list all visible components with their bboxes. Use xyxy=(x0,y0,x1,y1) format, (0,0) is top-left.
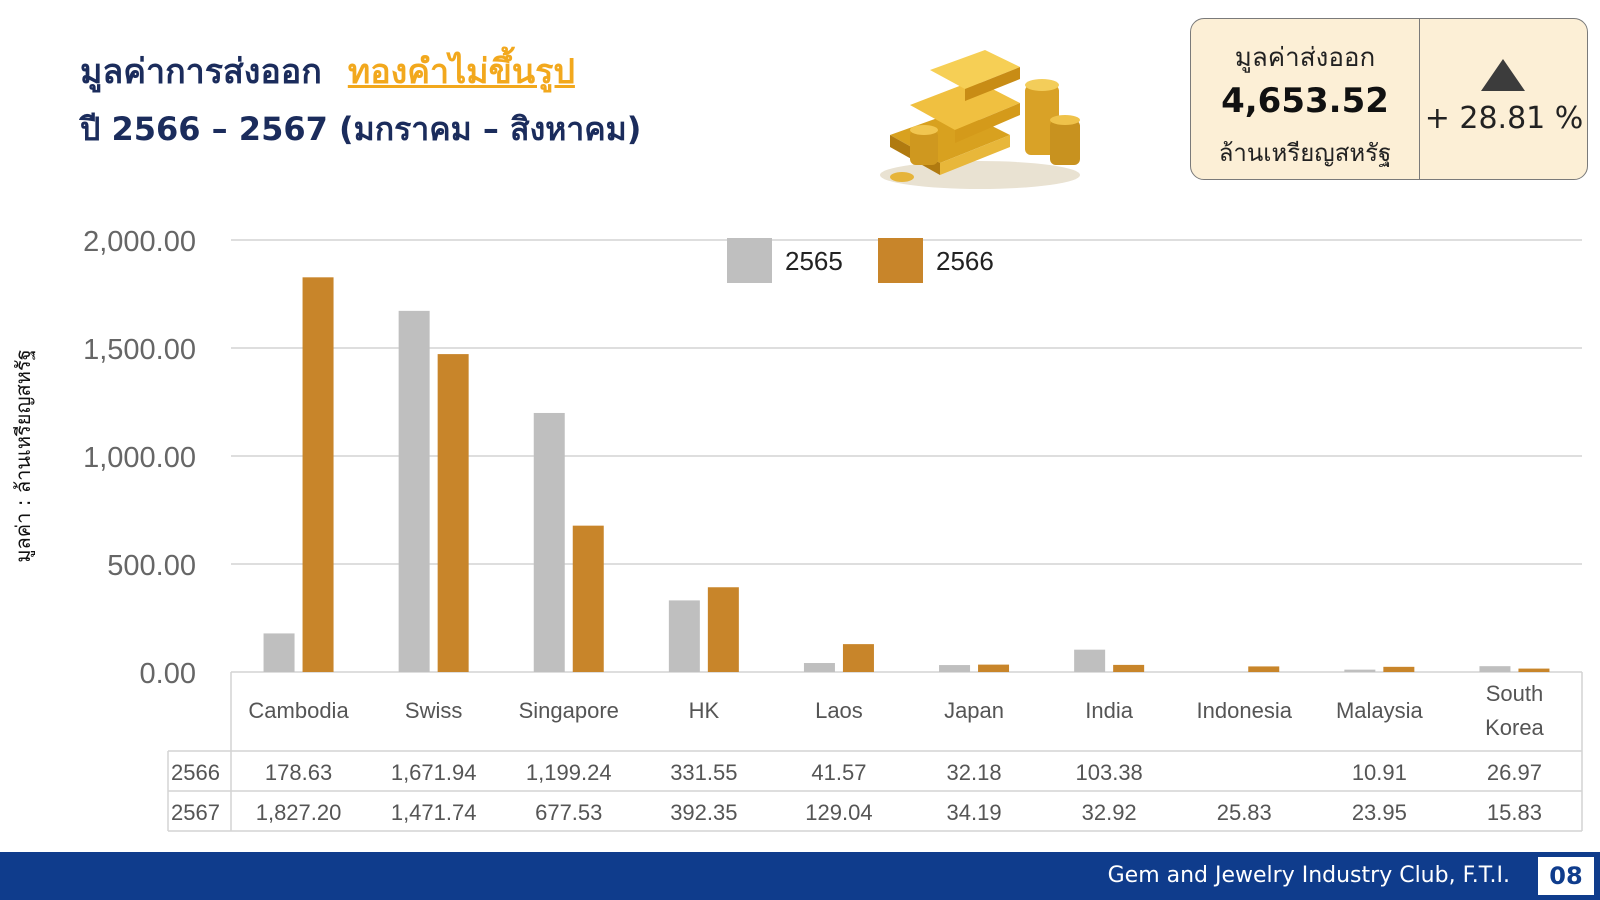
footer-bar: Gem and Jewelry Industry Club, F.T.I. 08 xyxy=(0,852,1600,900)
x-tick-label: Malaysia xyxy=(1336,698,1424,723)
bar-2566-malaysia xyxy=(1383,666,1415,672)
table-cell: 1,199.24 xyxy=(526,760,612,785)
bar-2566-hk xyxy=(707,587,739,672)
table-cell: 23.95 xyxy=(1352,800,1407,825)
bar-2566-laos xyxy=(842,644,874,672)
page-number: 08 xyxy=(1538,857,1594,895)
table-cell: 34.19 xyxy=(947,800,1002,825)
bar-2566-singapore xyxy=(572,525,604,672)
bar-2565-cambodia xyxy=(263,633,295,672)
table-cell: 103.38 xyxy=(1076,760,1143,785)
y-tick-label: 2,000.00 xyxy=(83,226,196,258)
bar-2566-india xyxy=(1113,664,1145,672)
kpi-label: มูลค่าส่งออก xyxy=(1234,43,1376,73)
table-cell: 10.91 xyxy=(1352,760,1407,785)
table-cell: 1,471.74 xyxy=(391,800,477,825)
x-tick-label: Singapore xyxy=(519,698,619,723)
x-tick-label: Indonesia xyxy=(1197,698,1293,723)
title-highlight: ทองคำไม่ขึ้นรูป xyxy=(347,52,575,92)
table-cell: 25.83 xyxy=(1217,800,1272,825)
legend-label: 2566 xyxy=(936,246,994,276)
legend-swatch-2566 xyxy=(878,238,923,283)
kpi-unit: ล้านเหรียญสหรัฐ xyxy=(1218,139,1392,167)
table-cell: 15.83 xyxy=(1487,800,1542,825)
table-cell: 331.55 xyxy=(670,760,737,785)
bar-2566-japan xyxy=(978,664,1010,672)
legend-swatch-2565 xyxy=(727,238,772,283)
bar-2566-south-korea xyxy=(1518,668,1550,672)
kpi-value: 4,653.52 xyxy=(1221,81,1389,121)
x-tick-label: Korea xyxy=(1485,715,1544,740)
bar-2565-india xyxy=(1074,649,1106,672)
x-tick-label: Swiss xyxy=(405,698,462,723)
bar-2565-swiss xyxy=(398,310,430,672)
table-cell: 1,827.20 xyxy=(256,800,342,825)
table-row-label: 2567 xyxy=(171,800,220,825)
bar-2565-laos xyxy=(803,663,835,672)
export-bar-chart: 0.00 500.00 1,000.00 1,500.00 2,000.00 มูลค่า… xyxy=(11,226,1583,832)
kpi-divider xyxy=(1419,19,1420,179)
page-title: มูลค่าการส่งออก ทองคำไม่ขึ้นรูป xyxy=(80,44,575,98)
x-tick-label: Cambodia xyxy=(248,698,349,723)
table-cell: 129.04 xyxy=(805,800,872,825)
table-cell: 32.92 xyxy=(1082,800,1137,825)
bar-2566-indonesia xyxy=(1248,666,1280,672)
y-tick-label: 500.00 xyxy=(107,550,196,582)
table-cell: 178.63 xyxy=(265,760,332,785)
bar-2565-hk xyxy=(668,600,700,672)
bar-2565-malaysia xyxy=(1344,669,1376,672)
gold-bars-image xyxy=(880,50,1080,189)
y-tick-label: 1,500.00 xyxy=(83,334,196,366)
bar-2566-cambodia xyxy=(302,277,334,672)
x-tick-label: HK xyxy=(689,698,720,723)
table-cell: 32.18 xyxy=(947,760,1002,785)
x-tick-label: Laos xyxy=(815,698,863,723)
table-cell: 26.97 xyxy=(1487,760,1542,785)
page-subtitle: ปี 2566 – 2567 (มกราคม – สิงหาคม) xyxy=(80,110,642,148)
bar-2566-swiss xyxy=(437,354,469,672)
table-cell: 677.53 xyxy=(535,800,602,825)
y-tick-label: 1,000.00 xyxy=(83,442,196,474)
x-tick-label: India xyxy=(1085,698,1133,723)
table-cell: 1,671.94 xyxy=(391,760,477,785)
table-cell: 41.57 xyxy=(811,760,866,785)
export-value-card: มูลค่าส่งออก 4,653.52 ล้านเหรียญสหรัฐ + … xyxy=(1190,18,1588,180)
bar-2565-japan xyxy=(939,665,971,672)
table-row-label: 2566 xyxy=(171,760,220,785)
footer-org: Gem and Jewelry Industry Club, F.T.I. xyxy=(1107,863,1510,888)
x-tick-label: South xyxy=(1486,681,1544,706)
legend-label: 2565 xyxy=(785,246,843,276)
y-tick-label: 0.00 xyxy=(140,658,196,690)
bar-2565-singapore xyxy=(533,412,565,672)
y-axis-label: มูลค่า : ล้านเหรียญสหรัฐ xyxy=(11,349,36,562)
title-prefix: มูลค่าการส่งออก xyxy=(80,52,322,92)
bar-2565-south-korea xyxy=(1479,666,1511,672)
x-tick-label: Japan xyxy=(944,698,1004,723)
triangle-up-icon xyxy=(1481,59,1525,91)
table-cell: 392.35 xyxy=(670,800,737,825)
kpi-change: + 28.81 % xyxy=(1424,101,1584,136)
